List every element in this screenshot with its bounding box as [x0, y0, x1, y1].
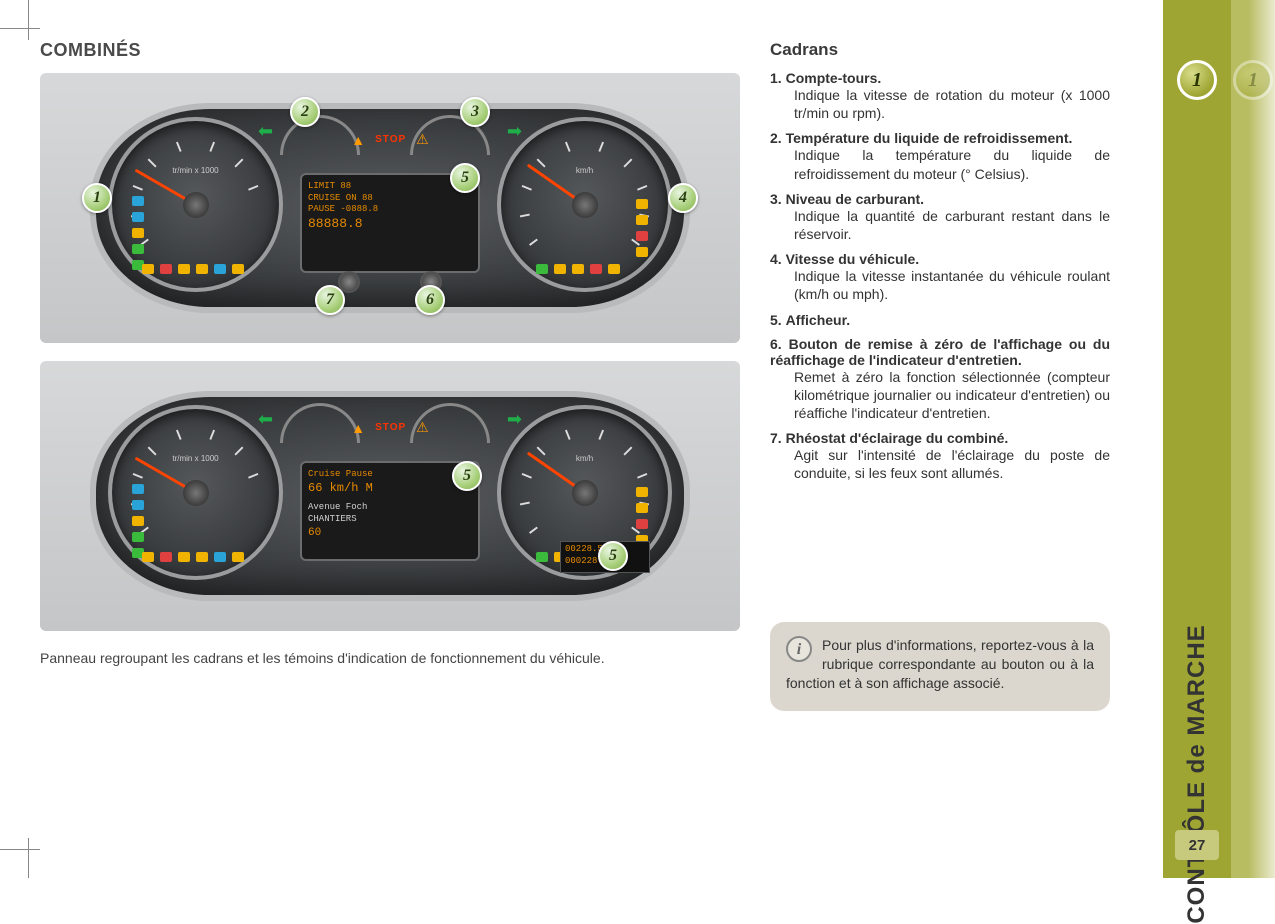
callout-3: 3 — [460, 97, 490, 127]
right-column: Cadrans 1. Compte-tours. Indique la vite… — [770, 40, 1110, 840]
section-title: COMBINÉS — [40, 40, 740, 61]
indicator-lights-left — [132, 196, 144, 270]
crop-mark — [28, 0, 29, 40]
stop-label: STOP — [375, 422, 406, 433]
def-item-6: 6. Bouton de remise à zéro de l'affichag… — [770, 336, 1110, 423]
warning-cluster: ▲ STOP ⚠ — [351, 419, 428, 436]
indicator-lights-bottom — [536, 264, 620, 274]
callout-5b: 5 — [598, 541, 628, 571]
warning-icon: ▲ — [351, 420, 365, 436]
crop-mark — [28, 838, 29, 878]
page-number: 27 — [1175, 830, 1219, 860]
warning-icon: ⚠ — [416, 419, 429, 436]
cadrans-heading: Cadrans — [770, 40, 1110, 60]
side-tab-title: CONTRÔLE de MARCHE — [1183, 624, 1211, 923]
side-tab-edge: 1 — [1231, 0, 1275, 878]
def-item-1: 1. Compte-tours. Indique la vitesse de r… — [770, 70, 1110, 122]
callout-4: 4 — [668, 183, 698, 213]
callout-5a: 5 — [452, 461, 482, 491]
chapter-badge: 1 — [1177, 60, 1217, 100]
callout-2: 2 — [290, 97, 320, 127]
callout-5: 5 — [450, 163, 480, 193]
def-item-4: 4. Vitesse du véhicule. Indique la vites… — [770, 251, 1110, 303]
left-column: COMBINÉS ⬅ ➡ ▲ STOP ⚠ tr/mi — [40, 40, 740, 840]
page-content: COMBINÉS ⬅ ➡ ▲ STOP ⚠ tr/mi — [40, 40, 1150, 840]
info-icon: i — [786, 636, 812, 662]
chapter-badge-ghost: 1 — [1233, 60, 1273, 100]
def-item-3: 3. Niveau de carburant. Indique la quant… — [770, 191, 1110, 243]
callout-6: 6 — [415, 285, 445, 315]
tachometer-dial: tr/min x 1000 — [108, 405, 283, 580]
info-text: Pour plus d'informations, reportez-vous … — [786, 637, 1094, 691]
stop-label: STOP — [375, 134, 406, 145]
instrument-cluster-top: ⬅ ➡ ▲ STOP ⚠ tr/min x 1000 — [40, 73, 740, 343]
definitions-list: 1. Compte-tours. Indique la vitesse de r… — [770, 70, 1110, 482]
crop-mark — [0, 28, 40, 29]
cluster-caption: Panneau regroupant les cadrans et les té… — [40, 649, 740, 668]
crop-mark — [0, 849, 40, 850]
def-item-2: 2. Température du liquide de refroidisse… — [770, 130, 1110, 182]
warning-icon: ⚠ — [416, 131, 429, 148]
side-tab-main: 1 CONTRÔLE de MARCHE 27 — [1163, 0, 1231, 878]
indicator-lights-right — [636, 199, 648, 257]
indicator-lights-bottom — [142, 264, 244, 274]
warning-cluster: ▲ STOP ⚠ — [351, 131, 428, 148]
def-item-5: 5. Afficheur. — [770, 312, 1110, 328]
info-box: i Pour plus d'informations, reportez-vou… — [770, 622, 1110, 711]
speed-unit-label: km/h — [501, 166, 668, 175]
side-tabs: 1 CONTRÔLE de MARCHE 27 1 — [1163, 0, 1275, 878]
tachometer-dial: tr/min x 1000 — [108, 117, 283, 292]
def-item-7: 7. Rhéostat d'éclairage du combiné. Agit… — [770, 430, 1110, 482]
warning-icon: ▲ — [351, 132, 365, 148]
callout-1: 1 — [82, 183, 112, 213]
instrument-cluster-bottom: ⬅ ➡ ▲ STOP ⚠ tr/min x 1000 — [40, 361, 740, 631]
callout-7: 7 — [315, 285, 345, 315]
speedometer-dial: km/h — [497, 117, 672, 292]
